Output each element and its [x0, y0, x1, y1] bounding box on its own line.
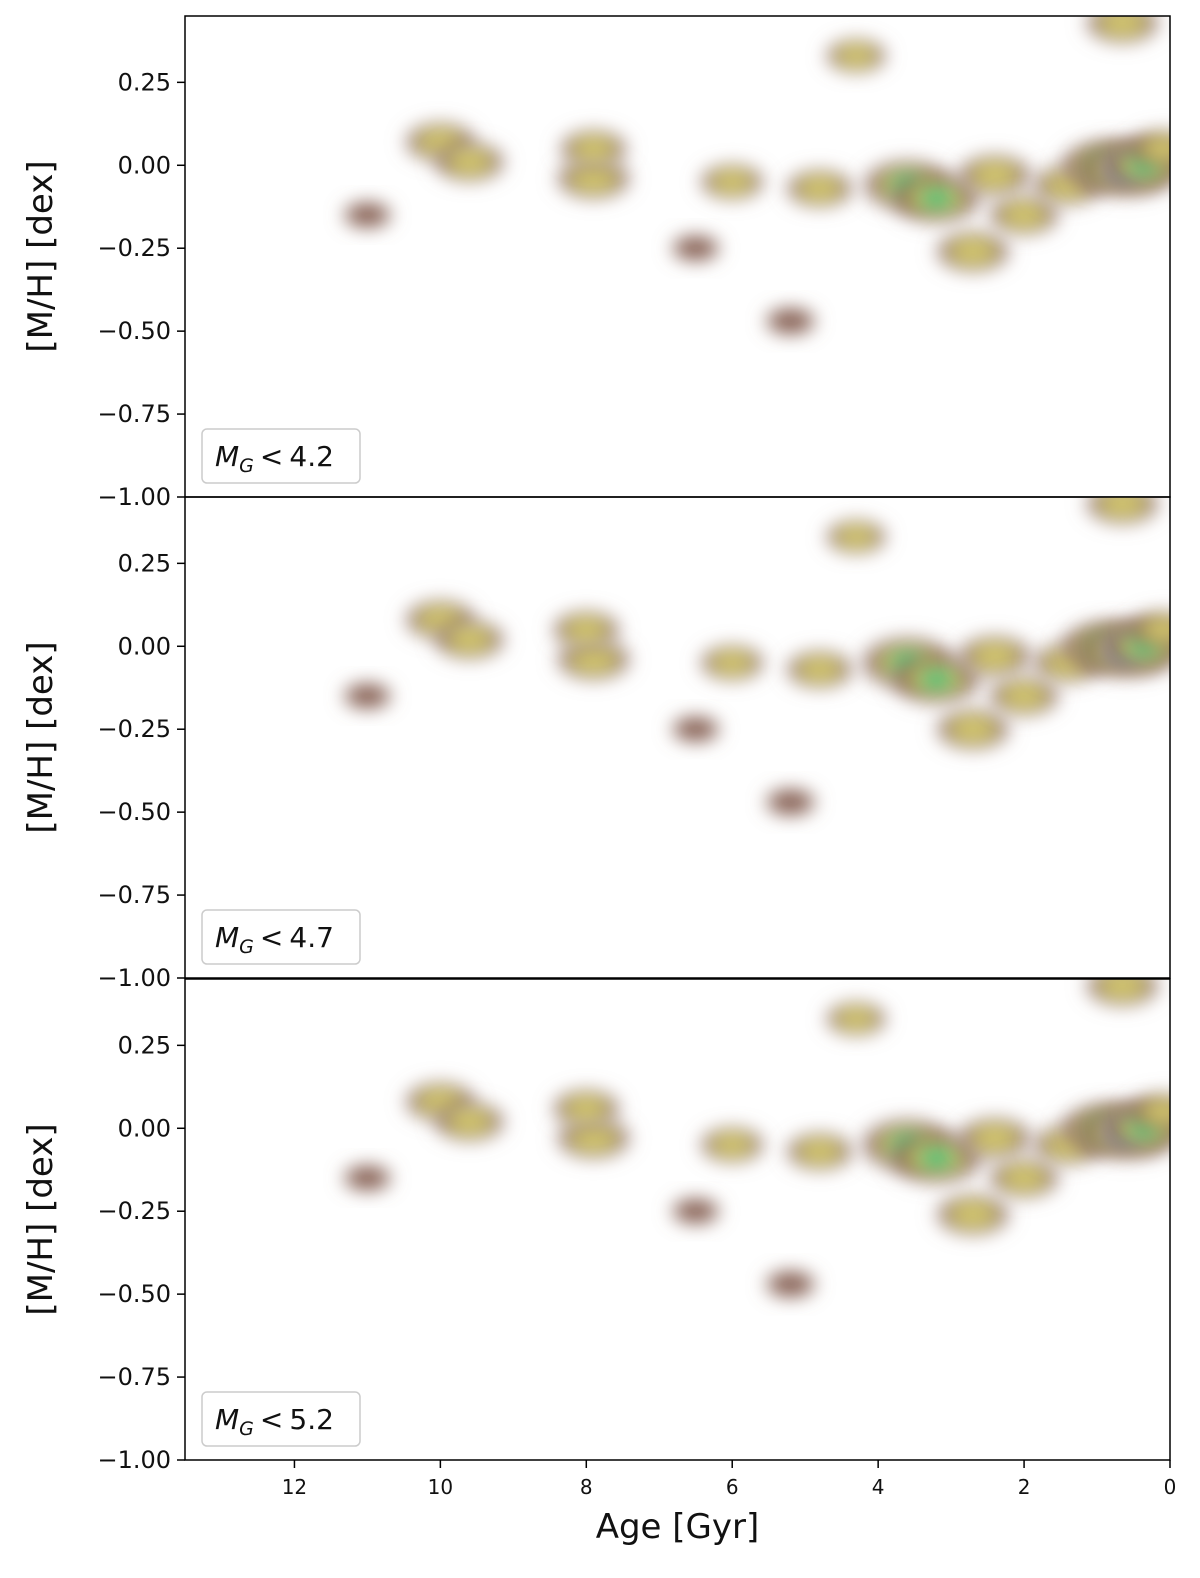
density-map	[340, 497, 1170, 818]
density-peak	[985, 674, 1063, 718]
density-map	[340, 16, 1170, 337]
x-tick-label: 2	[1018, 1475, 1031, 1499]
legend-label: MG <4.2	[215, 440, 334, 477]
density-peak	[933, 1192, 1013, 1237]
density-peak	[933, 229, 1013, 274]
y-tick-label: −1.00	[97, 1446, 171, 1474]
density-peak	[340, 200, 395, 230]
y-tick-label: 0.00	[118, 151, 171, 179]
density-peak	[887, 171, 986, 226]
y-tick-label: −1.00	[97, 483, 171, 511]
density-peak	[954, 1115, 1035, 1161]
y-tick-label: −0.75	[97, 400, 171, 428]
density-peak	[1082, 979, 1163, 1009]
y-tick-label: −0.50	[97, 317, 171, 345]
x-tick-label: 12	[282, 1475, 307, 1499]
y-tick-label: −0.25	[97, 715, 171, 743]
y-tick-label: −0.25	[97, 234, 171, 262]
density-peak	[985, 1156, 1063, 1200]
density-peak	[669, 714, 723, 745]
panel-2: −1.00 −0.75 −0.50 −0.25 0.00 0.25 [M/H] [dex] M…	[21, 496, 1171, 992]
density-peak	[697, 162, 767, 202]
density-peak	[340, 681, 395, 711]
density-peak	[762, 786, 819, 818]
y-tick-label: −0.50	[97, 798, 171, 826]
density-peak	[557, 128, 631, 170]
density-peak	[783, 1131, 857, 1172]
plot-frame	[184, 496, 1171, 979]
density-peak	[1126, 1091, 1170, 1133]
density-peak	[762, 1268, 819, 1300]
density-peak	[823, 518, 890, 556]
y-axis-label: [M/H] [dex]	[21, 641, 61, 833]
x-tick-label: 4	[872, 1475, 885, 1499]
y-tick-label: 0.25	[118, 549, 171, 577]
density-peak	[431, 140, 508, 184]
density-peak	[823, 1000, 890, 1038]
density-peak	[431, 1100, 508, 1144]
panel-1: −1.00 −0.75 −0.50 −0.25 0.00 0.25 [M/H] [dex] M…	[21, 15, 1171, 511]
x-tick-label: 10	[428, 1475, 453, 1499]
y-tick-label: −0.75	[97, 881, 171, 909]
density-peak	[669, 233, 723, 264]
density-peak	[933, 706, 1013, 752]
density-peak	[1126, 128, 1170, 170]
density-map	[340, 979, 1170, 1300]
legend-label: MG <5.2	[215, 1403, 334, 1440]
legend-label: MG <4.7	[215, 921, 334, 958]
legend: MG <4.7	[201, 909, 361, 965]
density-peak	[549, 1087, 623, 1129]
legend: MG <4.2	[201, 428, 361, 484]
density-peak	[431, 618, 508, 662]
density-peak	[954, 633, 1035, 679]
density-peak	[954, 152, 1035, 198]
y-tick-label: −0.25	[97, 1197, 171, 1225]
density-peak	[697, 1125, 767, 1165]
density-peak	[669, 1196, 723, 1227]
plot-frame	[184, 978, 1171, 1461]
y-axis-label: [M/H] [dex]	[21, 1123, 61, 1315]
density-peak	[549, 609, 623, 651]
density-peak	[1082, 497, 1163, 527]
y-tick-label: 0.00	[118, 1114, 171, 1142]
x-tick-label: 6	[726, 1475, 739, 1499]
legend: MG <5.2	[201, 1391, 361, 1447]
density-peak	[340, 1163, 395, 1193]
y-tick-label: 0.00	[118, 632, 171, 660]
x-tick-label: 8	[580, 1475, 593, 1499]
y-tick-label: −0.75	[97, 1363, 171, 1391]
x-tick-label: 0	[1164, 1475, 1177, 1499]
density-peak	[553, 156, 634, 201]
x-axis-label: Age [Gyr]	[596, 1507, 760, 1547]
density-peak	[783, 168, 857, 209]
density-peak	[697, 643, 767, 683]
y-tick-label: −0.50	[97, 1280, 171, 1308]
density-peak	[1082, 16, 1163, 46]
y-axis-label: [M/H] [dex]	[21, 160, 61, 352]
density-peak	[985, 193, 1063, 237]
panel-3: −1.00 −0.75 −0.50 −0.25 0.00 0.25 [M/H] [dex] 1…	[21, 978, 1177, 1547]
density-peak	[783, 649, 857, 690]
y-tick-label: 0.25	[118, 68, 171, 96]
density-peak	[1126, 609, 1170, 651]
density-peak	[762, 305, 819, 337]
y-tick-label: 0.25	[118, 1031, 171, 1059]
y-tick-label: −1.00	[97, 964, 171, 992]
density-peak	[823, 37, 890, 75]
